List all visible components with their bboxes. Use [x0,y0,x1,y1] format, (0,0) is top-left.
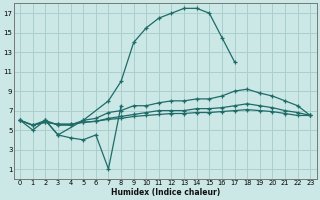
X-axis label: Humidex (Indice chaleur): Humidex (Indice chaleur) [111,188,220,197]
